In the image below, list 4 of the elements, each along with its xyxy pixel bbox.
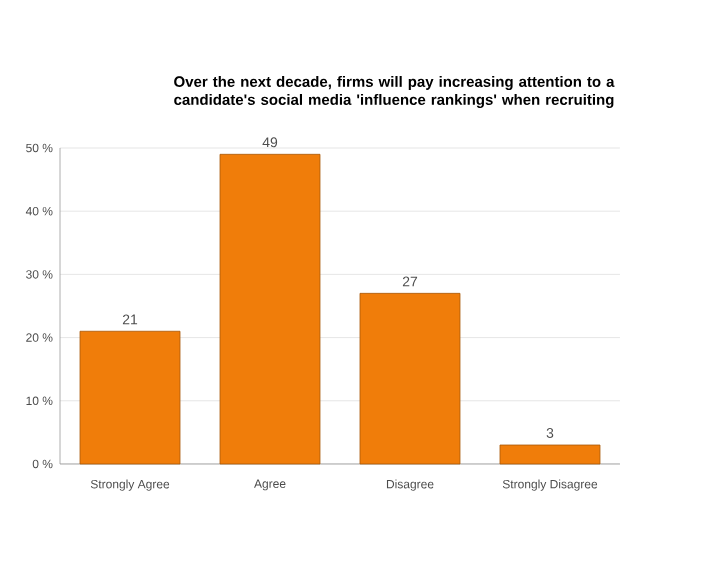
bar [79,330,181,465]
bar [499,444,601,465]
bar [359,292,461,465]
bar [219,153,321,465]
